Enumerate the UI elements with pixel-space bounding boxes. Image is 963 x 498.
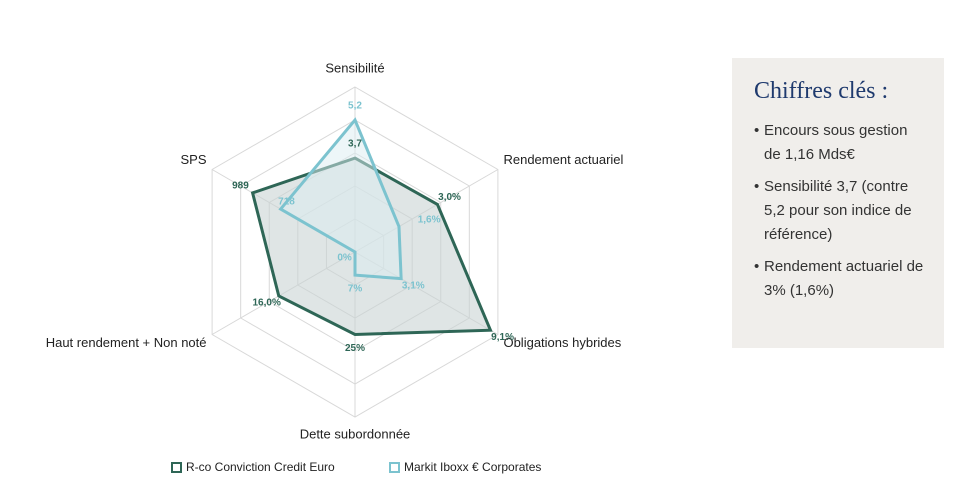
data-label: 3,0% <box>438 192 461 203</box>
panel-list: Encours sous gestion de 1,16 Mds€ Sensibi… <box>754 119 928 303</box>
data-label: 16,0% <box>252 298 280 309</box>
axis-label: Dette subordonnée <box>300 426 411 441</box>
panel-title: Chiffres clés : <box>754 78 889 104</box>
series-area <box>278 117 403 281</box>
axis-label: Haut rendement + Non noté <box>46 335 207 350</box>
data-label: 5,2 <box>348 101 362 112</box>
key-figures-panel: Chiffres clés : Encours sous gestion de … <box>732 58 944 348</box>
chart: Sensibilité Rendement actuariel Obligation… <box>46 60 624 474</box>
data-label: 3,1% <box>402 280 425 291</box>
panel-item: Sensibilité 3,7 (contre 5,2 pour son ind… <box>754 175 928 247</box>
data-label: 989 <box>232 181 249 192</box>
data-label: 1,6% <box>418 214 441 225</box>
axis-label: SPS <box>181 152 207 167</box>
axis-label: Obligations hybrides <box>503 335 621 350</box>
axis-label: Rendement actuariel <box>503 152 623 167</box>
legend-swatch <box>389 462 400 473</box>
data-label: 9,1% <box>491 332 514 343</box>
data-label: 25% <box>345 343 365 354</box>
data-label: 7% <box>348 284 363 295</box>
legend-swatch <box>171 462 182 473</box>
legend-label: R-co Conviction Credit Euro <box>186 460 335 474</box>
data-label: 3,7 <box>348 139 362 150</box>
data-label: 0% <box>337 253 352 264</box>
panel-item: Encours sous gestion de 1,16 Mds€ <box>754 119 928 167</box>
data-label: 718 <box>278 197 295 208</box>
panel-item: Rendement actuariel de 3% (1,6%) <box>754 255 928 303</box>
legend-label: Markit Iboxx € Corporates <box>404 460 541 474</box>
axis-label: Sensibilité <box>325 60 384 75</box>
